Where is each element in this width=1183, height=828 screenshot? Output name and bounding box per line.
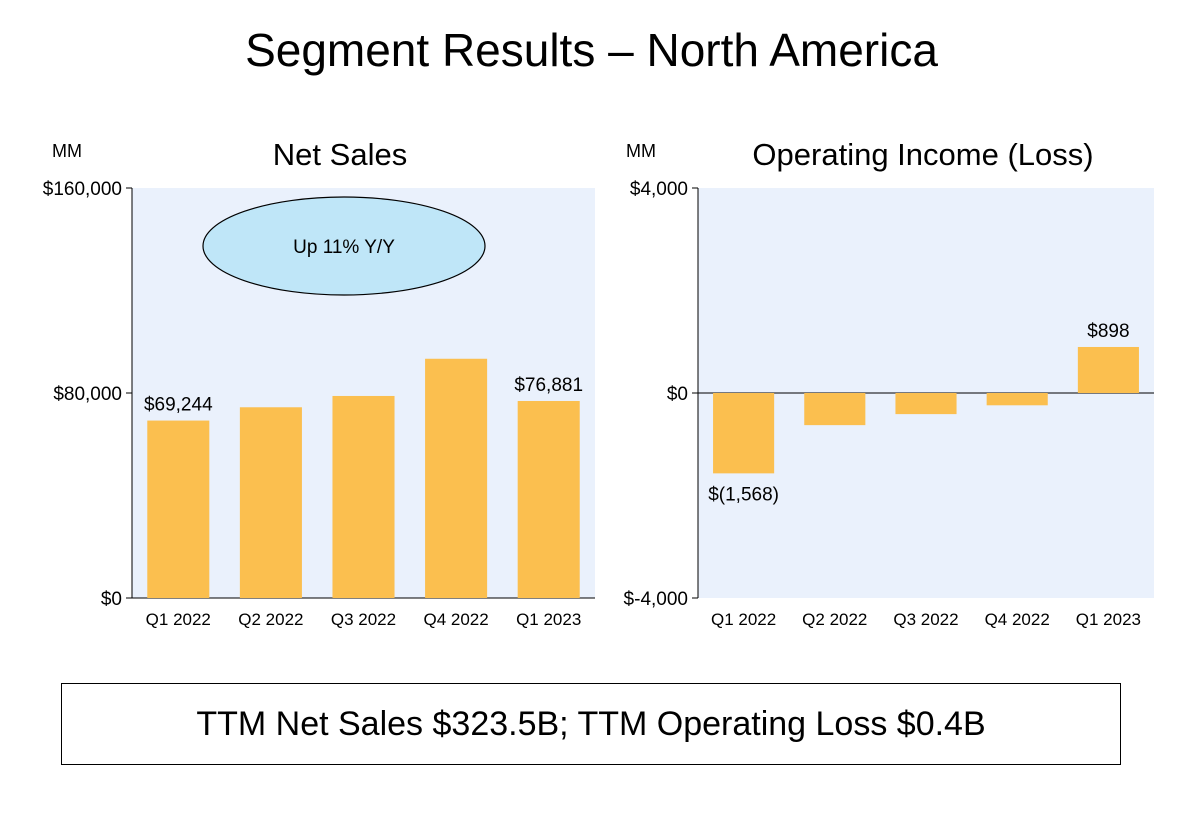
ttm-summary-box: TTM Net Sales $323.5B; TTM Operating Los…: [61, 683, 1121, 765]
y-tick-label: $80,000: [53, 384, 122, 405]
bar: [804, 393, 866, 426]
bar: [895, 393, 957, 415]
bar: [517, 400, 580, 598]
data-label: $76,881: [514, 375, 583, 396]
unit-label: MM: [52, 141, 82, 161]
x-tick-label: Q1 2023: [516, 610, 581, 629]
y-tick-label: $160,000: [43, 179, 122, 200]
annotation-text: Up 11% Y/Y: [293, 237, 395, 258]
bar: [986, 393, 1048, 406]
x-tick-label: Q1 2022: [711, 610, 776, 629]
data-label: $(1,568): [708, 484, 779, 505]
ttm-summary-text: TTM Net Sales $323.5B; TTM Operating Los…: [196, 704, 986, 743]
x-tick-label: Q4 2022: [985, 610, 1050, 629]
y-tick-label: $-4,000: [624, 589, 688, 610]
y-tick-label: $0: [101, 589, 122, 610]
x-tick-label: Q4 2022: [423, 610, 488, 629]
x-tick-label: Q2 2022: [802, 610, 867, 629]
bar: [332, 395, 395, 598]
x-tick-label: Q3 2022: [331, 610, 396, 629]
data-label: $898: [1087, 321, 1129, 342]
page-title: Segment Results – North America: [245, 24, 938, 76]
x-tick-label: Q3 2022: [893, 610, 958, 629]
bar: [147, 420, 210, 598]
x-tick-label: Q1 2023: [1076, 610, 1141, 629]
x-tick-label: Q2 2022: [238, 610, 303, 629]
chart-title: Net Sales: [273, 137, 407, 172]
data-label: $69,244: [144, 395, 213, 416]
bar: [425, 358, 488, 598]
y-tick-label: $4,000: [630, 179, 688, 200]
x-tick-label: Q1 2022: [146, 610, 211, 629]
bar: [239, 407, 302, 598]
annotation-ellipse: [202, 196, 486, 296]
bar: [1077, 346, 1139, 393]
y-tick-label: $0: [667, 384, 688, 405]
chart-title: Operating Income (Loss): [752, 137, 1093, 172]
unit-label: MM: [626, 141, 656, 161]
bar: [713, 393, 775, 474]
